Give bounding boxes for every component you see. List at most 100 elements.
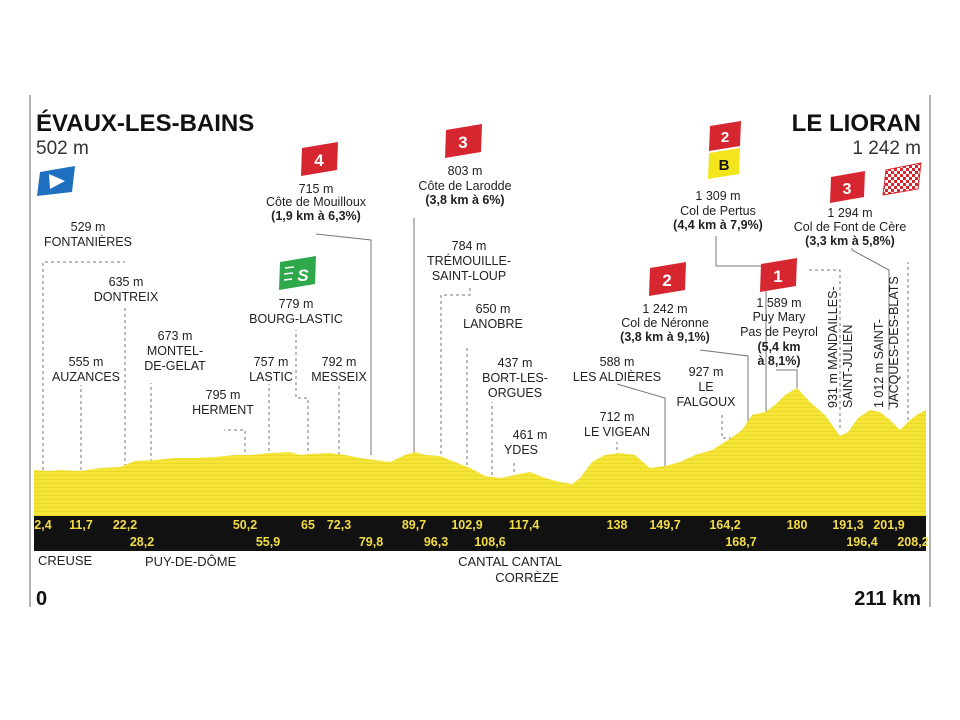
place-name: BOURG-LASTIC [249, 312, 343, 326]
climb-stats: (1,9 km à 6,3%) [271, 209, 361, 223]
place-alt: 635 m [109, 275, 144, 289]
frame-border [29, 95, 931, 607]
km-marker: 180 [787, 518, 808, 532]
km-marker: 102,9 [451, 518, 482, 532]
climb-stats: (3,3 km à 5,8%) [805, 234, 895, 248]
km-marker: 2,4 [34, 518, 51, 532]
climb-stats: (5,4 km [757, 340, 800, 354]
place-alt: 779 m [279, 297, 314, 311]
region-label: CORRÈZE [495, 570, 559, 585]
place-vertical-label: JACQUES-DES-BLATS [887, 276, 901, 408]
place-name: SAINT-LOUP [432, 269, 506, 283]
km-marker: 50,2 [233, 518, 257, 532]
km-marker: 22,2 [113, 518, 137, 532]
km-marker: 117,4 [509, 518, 540, 532]
elevation-profile [34, 388, 926, 516]
place-alt: 795 m [206, 388, 241, 402]
climb-name: Col de Font de Cère [794, 220, 907, 234]
place-name: LASTIC [249, 370, 293, 384]
finish-checkered-flag-icon [882, 162, 922, 196]
km-marker: 138 [607, 518, 628, 532]
place-name: AUZANCES [52, 370, 120, 384]
place-name: BORT-LES- [482, 371, 548, 385]
place-name: DE-GELAT [144, 359, 206, 373]
km-marker: 196,4 [846, 535, 877, 549]
climb-stats: (4,4 km à 7,9%) [673, 218, 763, 232]
km-markers-top: 2,4 11,7 22,2 50,2 65 72,3 89,7 102,9 117,4 138 14… [34, 518, 904, 532]
place-alt: 927 m [689, 365, 724, 379]
category-3-badge-icon: 3 [445, 124, 482, 158]
place-name: FALGOUX [676, 395, 736, 409]
climb-altitude: 803 m [448, 164, 483, 178]
climb-name: Côte de Larodde [418, 179, 511, 193]
place-name: HERMENT [192, 403, 254, 417]
start-altitude: 502 m [36, 138, 89, 159]
category-2-badge-icon: 2 [649, 262, 686, 296]
km-marker: 65 [301, 518, 315, 532]
svg-text:2: 2 [662, 271, 671, 290]
place-name: FONTANIÈRES [44, 234, 132, 249]
climb-altitude: 1 589 m [756, 296, 801, 310]
svg-text:S: S [297, 266, 309, 285]
km-marker: 108,6 [474, 535, 505, 549]
climb-cote-de-larodde: 3 803 m Côte de Larodde (3,8 km à 6%) [418, 124, 512, 207]
climb-col-de-pertus: 2 B 1 309 m Col de Pertus (4,4 km à 7,9%… [673, 121, 763, 232]
category-1-badge-icon: 1 [760, 258, 797, 292]
km-marker: 96,3 [424, 535, 448, 549]
climb-stats: à 8,1%) [757, 354, 800, 368]
category-4-badge-icon: 4 [301, 142, 338, 176]
km-marker: 79,8 [359, 535, 383, 549]
place-name: TRÉMOUILLE- [427, 253, 511, 268]
place-name: ORGUES [488, 386, 542, 400]
climb-altitude: 715 m [299, 182, 334, 196]
svg-text:2: 2 [721, 129, 729, 146]
region-label: PUY-DE-DÔME [145, 554, 237, 569]
svg-text:4: 4 [314, 151, 324, 170]
place-name: YDES [504, 443, 538, 457]
place-alt: 437 m [498, 356, 533, 370]
distance-end: 211 km [854, 588, 921, 610]
place-name: LE VIGEAN [584, 425, 650, 439]
place-vertical-label: 1 012 m SAINT- [872, 319, 886, 408]
svg-text:3: 3 [458, 133, 467, 152]
climb-col-de-neronne: 2 1 242 m Col de Néronne (3,8 km à 9,1%) [620, 262, 710, 344]
place-name: MESSEIX [311, 370, 367, 384]
place-name: LANOBRE [463, 317, 523, 331]
climb-name: Pas de Peyrol [740, 325, 818, 339]
sprint-s-icon: S [279, 256, 316, 290]
place-name: LES ALDIÈRES [573, 369, 661, 384]
climb-name: Côte de Mouilloux [266, 195, 367, 209]
climb-stats: (3,8 km à 9,1%) [620, 330, 710, 344]
km-marker: 201,9 [873, 518, 904, 532]
place-vertical-label: 931 m MANDAILLES- [826, 286, 840, 408]
start-name: ÉVAUX-LES-BAINS [36, 109, 254, 137]
km-marker: 55,9 [256, 535, 280, 549]
place-alt: 792 m [322, 355, 357, 369]
leader-lines [42, 218, 909, 478]
svg-text:3: 3 [843, 181, 852, 198]
category-3-badge-icon: 3 [830, 171, 865, 203]
region-label: CREUSE [38, 553, 93, 568]
place-alt: 555 m [69, 355, 104, 369]
finish-name: LE LIORAN [792, 110, 921, 137]
place-name: LE [698, 380, 713, 394]
svg-text:1: 1 [773, 267, 782, 286]
km-marker: 149,7 [649, 518, 680, 532]
climb-puy-mary-pas-de-peyrol: 1 1 589 m Puy Mary Pas de Peyrol (5,4 km… [740, 258, 818, 368]
climb-cote-de-mouilloux: 4 715 m Côte de Mouilloux (1,9 km à 6,3%… [266, 142, 367, 223]
km-marker: 164,2 [709, 518, 740, 532]
svg-text:B: B [719, 157, 730, 174]
km-marker: 28,2 [130, 535, 154, 549]
place-name: MONTEL- [147, 344, 203, 358]
place-alt: 673 m [158, 329, 193, 343]
km-band [34, 516, 926, 551]
km-marker: 11,7 [69, 518, 93, 532]
start-flag-icon [37, 166, 75, 196]
place-alt: 650 m [476, 302, 511, 316]
finish-altitude: 1 242 m [852, 138, 921, 159]
region-label: CANTAL CANTAL [458, 554, 562, 569]
climb-name: Col de Néronne [621, 316, 709, 330]
km-markers-bottom: 28,2 55,9 79,8 96,3 108,6 168,7 196,4 208,2 [130, 535, 929, 549]
place-name: DONTREIX [94, 290, 159, 304]
climb-altitude: 1 242 m [642, 302, 687, 316]
